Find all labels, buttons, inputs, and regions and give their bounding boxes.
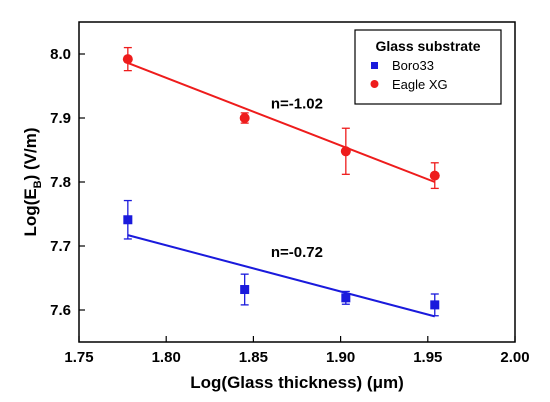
y-axis-title-main: Log(E bbox=[21, 188, 40, 236]
point-boro33 bbox=[341, 293, 351, 303]
point-eagle-xg bbox=[429, 170, 440, 181]
fit-line-eagle-xg bbox=[127, 62, 436, 183]
legend-label-eagle-xg: Eagle XG bbox=[392, 77, 448, 92]
y-tick-label: 7.7 bbox=[50, 238, 71, 255]
legend-label-boro33: Boro33 bbox=[392, 58, 434, 73]
point-eagle-xg bbox=[122, 54, 133, 65]
legend-box bbox=[354, 29, 502, 105]
y-axis-title: Log(EB) (V/m) bbox=[21, 128, 44, 237]
point-boro33 bbox=[123, 215, 133, 225]
y-tick-label: 8.0 bbox=[50, 46, 71, 63]
fit-lines bbox=[127, 62, 436, 318]
legend-marker-eagle-xg bbox=[370, 80, 379, 88]
y-axis-ticks: 7.6 7.7 7.8 7.9 8.0 bbox=[50, 46, 85, 319]
point-eagle-xg bbox=[239, 113, 250, 123]
svg-text:Log(EB) (V/m): Log(EB) (V/m) bbox=[21, 128, 44, 237]
x-tick-label: 1.85 bbox=[239, 349, 268, 366]
legend-marker-boro33 bbox=[371, 62, 378, 69]
x-tick-label: 1.75 bbox=[64, 349, 93, 366]
point-boro33 bbox=[430, 300, 440, 310]
x-axis-ticks: 1.75 1.80 1.85 1.90 1.95 2.00 bbox=[64, 336, 530, 366]
legend: Glass substrate Boro33 Eagle XG bbox=[354, 29, 502, 105]
x-tick-label: 2.00 bbox=[500, 349, 529, 366]
y-tick-label: 7.6 bbox=[50, 302, 71, 319]
fit-line-boro33 bbox=[127, 234, 436, 318]
x-axis-title: Log(Glass thickness) (μm) bbox=[190, 373, 404, 392]
legend-title: Glass substrate bbox=[375, 38, 480, 54]
y-tick-label: 7.8 bbox=[50, 174, 71, 191]
y-axis-title-sub: B bbox=[32, 180, 44, 188]
x-tick-label: 1.90 bbox=[326, 349, 355, 366]
x-tick-label: 1.95 bbox=[413, 349, 442, 366]
y-axis-title-rest: ) (V/m) bbox=[21, 128, 40, 181]
annotations: n=-0.72 n=-1.02 bbox=[271, 95, 323, 260]
y-tick-label: 7.9 bbox=[50, 110, 71, 127]
data-points bbox=[122, 46, 440, 317]
annotation-boro33: n=-0.72 bbox=[271, 244, 323, 261]
annotation-eagle-xg: n=-1.02 bbox=[271, 95, 323, 112]
x-tick-label: 1.80 bbox=[152, 349, 181, 366]
point-boro33 bbox=[240, 285, 250, 295]
point-eagle-xg bbox=[340, 146, 351, 157]
